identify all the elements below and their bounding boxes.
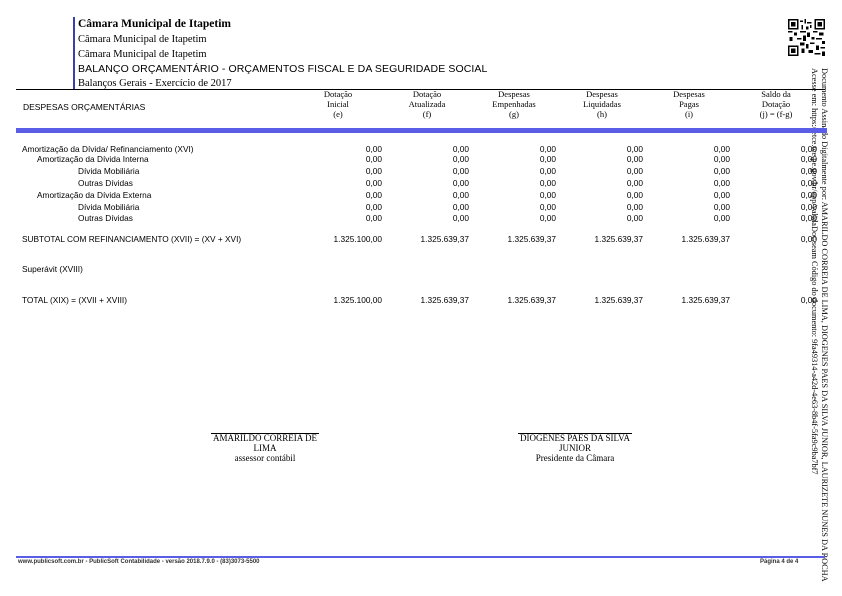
signer-name: AMARILDO CORREIA DE bbox=[212, 433, 317, 443]
table-row: Amortização da Dívida Interna 0,00 0,00 0… bbox=[37, 154, 817, 164]
header-separator-bar bbox=[16, 128, 827, 133]
signature-block-right: DIOGENES PAES DA SILVA JUNIOR Presidente… bbox=[495, 433, 655, 463]
table-row-superavit: Superávit (XVIII) bbox=[22, 264, 83, 274]
table-row-total: TOTAL (XIX) = (XVII + XVIII) 1.325.100,0… bbox=[22, 295, 817, 305]
table-row: Amortização da Dívida/ Refinanciamento (… bbox=[22, 144, 817, 154]
signer-role: Presidente da Câmara bbox=[535, 453, 615, 463]
column-header-dotacao-inicial: Dotação Inicial (e) bbox=[323, 89, 353, 119]
header-accent-bar bbox=[73, 17, 75, 89]
column-header-despesas: DESPESAS ORÇAMENTÁRIAS bbox=[23, 102, 146, 112]
table-row: Outras Dívidas 0,00 0,00 0,00 0,00 0,00 0,0… bbox=[78, 178, 817, 188]
signature-line-left bbox=[211, 433, 319, 434]
table-row: Dívida Mobiliária 0,00 0,00 0,00 0,00 0,00… bbox=[78, 202, 817, 212]
table-row: Outras Dívidas 0,00 0,00 0,00 0,00 0,00 0,0… bbox=[78, 213, 817, 223]
column-header-dotacao-atualizada: Dotação Atualizada (f) bbox=[408, 89, 446, 119]
report-title: BALANÇO ORÇAMENTÁRIO - ORÇAMENTOS FISCAL… bbox=[78, 63, 488, 75]
entity-line-3: Câmara Municipal de Itapetim bbox=[78, 49, 207, 60]
report-subtitle: Balanços Gerais - Exercício de 2017 bbox=[78, 78, 232, 89]
signer-name-cont: LIMA bbox=[253, 443, 277, 453]
entity-line-2: Câmara Municipal de Itapetim bbox=[78, 34, 207, 45]
table-row: Dívida Mobiliária 0,00 0,00 0,00 0,00 0,00… bbox=[78, 166, 817, 176]
signature-line-right bbox=[518, 433, 632, 434]
column-header-despesas-empenhadas: Despesas Empenhadas (g) bbox=[492, 89, 536, 119]
table-top-rule bbox=[16, 89, 825, 90]
signature-block-left: AMARILDO CORREIA DE LIMA assessor contáb… bbox=[185, 433, 345, 463]
table-row-subtotal: SUBTOTAL COM REFINANCIAMENTO (XVII) = (X… bbox=[22, 234, 817, 244]
column-header-saldo-dotacao: Saldo da Dotação (j) = (f-g) bbox=[759, 89, 793, 119]
qr-code-icon bbox=[788, 19, 825, 56]
footer-rule bbox=[16, 556, 825, 558]
entity-title: Câmara Municipal de Itapetim bbox=[78, 18, 232, 30]
column-header-despesas-liquidadas: Despesas Liquidadas (h) bbox=[583, 89, 621, 119]
footer-software-credit: www.publicsoft.com.br - PublicSoft Conta… bbox=[18, 559, 260, 565]
table-row: Amortização da Dívida Externa 0,00 0,00 0… bbox=[37, 190, 817, 200]
signer-role: assessor contábil bbox=[234, 453, 296, 463]
footer-page-number: Página 4 de 4 bbox=[760, 559, 799, 565]
column-header-despesas-pagas: Despesas Pagas (i) bbox=[673, 89, 705, 119]
signer-name: DIOGENES PAES DA SILVA bbox=[520, 433, 630, 443]
signer-name-cont: JUNIOR bbox=[558, 443, 591, 453]
